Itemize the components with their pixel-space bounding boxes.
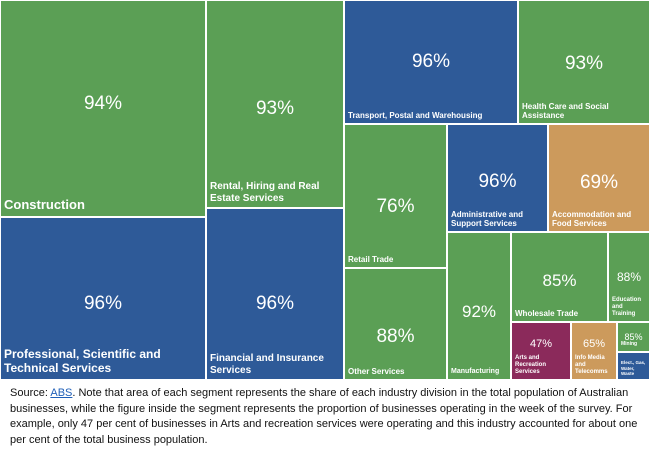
segment-professional: 96% Professional, Scientific and Technica… [0,217,206,380]
segment-label: Manufacturing [451,367,500,375]
segment-value: 88% [376,326,415,347]
abs-source-link[interactable]: ABS [50,387,73,399]
segment-education: 88% Education and Training [608,232,650,322]
segment-retail: 76% Retail Trade [344,124,447,268]
segment-other: 88% Other Services [344,268,447,380]
segment-health: 93% Health Care and Social Assistance [518,0,650,124]
segment-rental: 93% Rental, Hiring and Real Estate Servic… [206,0,344,208]
caption-prefix: Source: [10,387,51,399]
segment-label: Professional, Scientific and Technical S… [4,347,161,376]
segment-value: 76% [376,196,415,217]
segment-label: Education and Training [612,297,642,318]
segment-label: Arts and Recreation Services [515,355,547,376]
segment-label: Administrative and Support Services [451,209,524,228]
segment-label: Financial and Insurance Services [210,353,324,376]
treemap-chart: 94% Construction 96% Professional, Scientif… [0,0,650,380]
segment-accommodation: 69% Accommodation and Food Services [548,124,650,232]
segment-label: Retail Trade [348,254,394,264]
segment-label: Mining [621,341,638,348]
segment-label: Transport, Postal and Warehousing [348,110,483,120]
segment-label: Construction [4,197,85,213]
segment-value: 96% [411,51,451,72]
segment-value: 85% [542,271,577,290]
segment-utilities: Elect., Gas, Water, Waste [617,352,650,380]
segment-administrative: 96% Administrative and Support Services [447,124,548,232]
segment-value: 93% [255,98,295,119]
segment-value: 69% [579,172,619,193]
segment-value: 96% [255,293,295,314]
segment-label: Health Care and Social Assistance [522,101,609,120]
segment-transport: 96% Transport, Postal and Warehousing [344,0,518,124]
caption-text: . Note that area of each segment represe… [10,387,638,446]
segment-info: 65% Info Media and Telecomms [571,322,617,380]
segment-value: 93% [564,53,604,74]
segment-label: Other Services [348,366,405,376]
segment-label: Wholesale Trade [515,308,579,318]
segment-value: 96% [478,171,517,192]
segment-wholesale: 85% Wholesale Trade [511,232,608,322]
segment-value: 65% [582,338,606,350]
segment-value: 47% [529,338,553,350]
segment-arts: 47% Arts and Recreation Services [511,322,571,380]
segment-construction: 94% Construction [0,0,206,217]
segment-value: 85% [624,332,643,342]
segment-label: Accommodation and Food Services [552,209,632,228]
segment-manufacturing: 92% Manufacturing [447,232,511,380]
segment-value: 94% [83,93,123,114]
segment-label: Info Media and Telecomms [575,355,608,376]
segment-label: Rental, Hiring and Real Estate Services [210,181,320,204]
segment-financial: 96% Financial and Insurance Services [206,208,344,380]
source-caption: Source: ABS. Note that area of each segm… [10,386,642,448]
segment-value: 96% [83,293,123,314]
segment-mining: 85% Mining [617,322,650,352]
segment-label: Elect., Gas, Water, Waste [621,360,646,376]
segment-value: 92% [461,302,497,321]
segment-value: 88% [616,270,642,284]
